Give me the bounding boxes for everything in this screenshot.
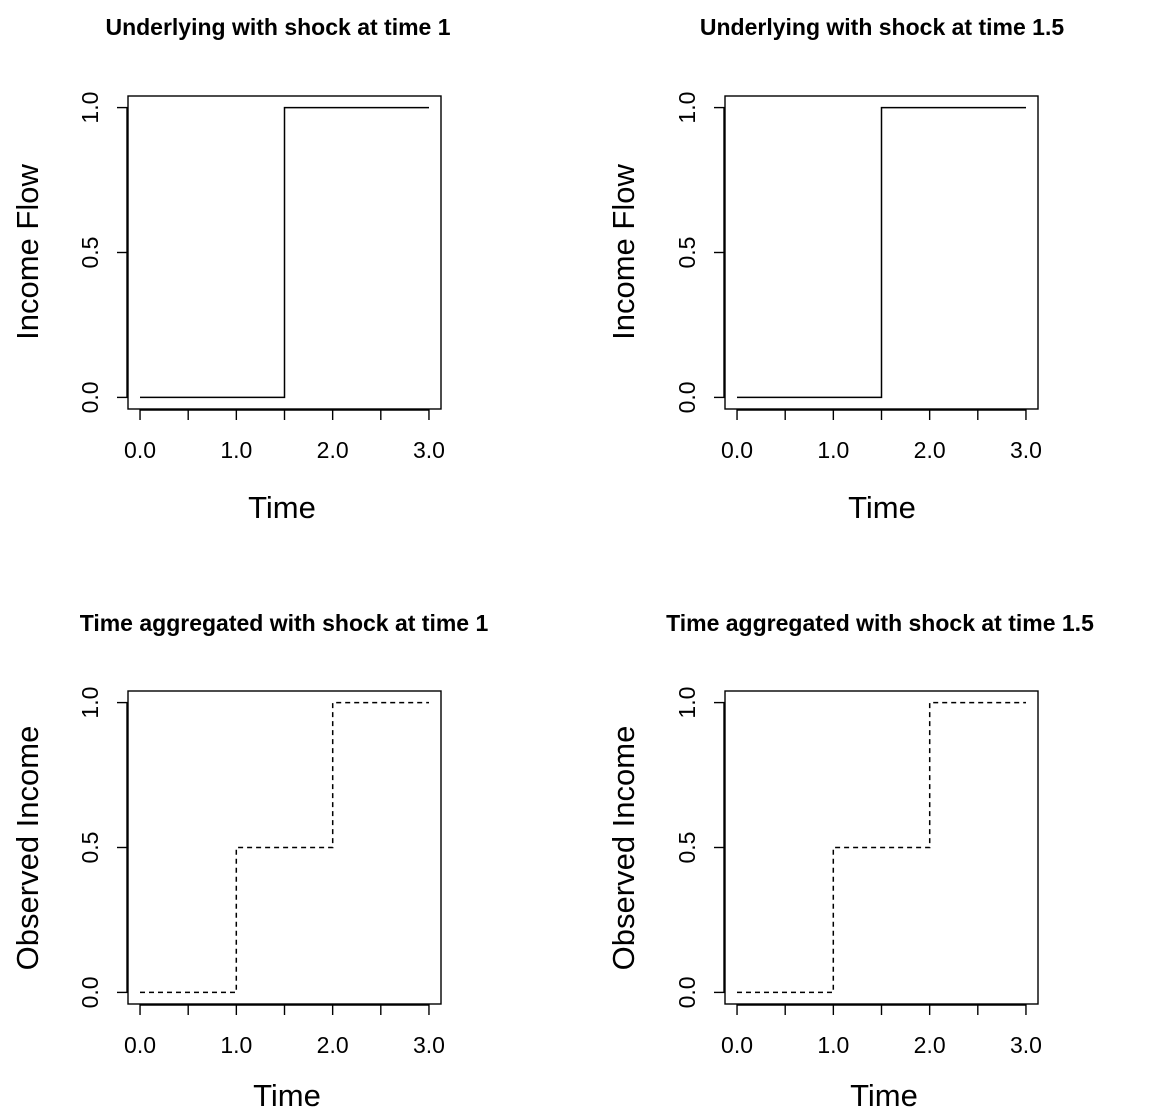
x-tick-label: 2.0 — [914, 437, 946, 463]
y-axis-label: Observed Income — [10, 726, 45, 971]
y-tick-label: 0.5 — [674, 832, 700, 864]
y-tick-label: 0.0 — [674, 381, 700, 413]
y-tick-label: 0.0 — [77, 381, 103, 413]
series-line — [737, 106, 1026, 399]
x-axis-label: Time — [848, 490, 916, 525]
y-tick-label: 1.0 — [77, 687, 103, 719]
chart-panel-1: Underlying with shock at time 1 0.0 1.0 2.0… — [10, 14, 451, 525]
y-tick-label: 0.5 — [77, 832, 103, 864]
y-tick-label: 0.0 — [77, 976, 103, 1008]
chart-title: Time aggregated with shock at time 1 — [80, 610, 489, 636]
y-tick-label: 1.0 — [77, 92, 103, 124]
x-tick-label: 1.0 — [817, 1032, 849, 1058]
x-tick-label: 1.0 — [220, 1032, 252, 1058]
series-line — [140, 701, 429, 994]
x-tick-label: 3.0 — [413, 1032, 445, 1058]
y-tick-label: 0.5 — [77, 237, 103, 269]
x-tick-label: 0.0 — [124, 1032, 156, 1058]
x-tick-label: 2.0 — [317, 1032, 349, 1058]
y-axis-label: Income Flow — [10, 164, 45, 340]
x-tick-label: 3.0 — [1010, 1032, 1042, 1058]
chart-panel-2: Underlying with shock at time 1.5 0.0 1.0 2… — [606, 14, 1064, 525]
y-tick-label: 0.0 — [674, 976, 700, 1008]
x-tick-label: 0.0 — [721, 437, 753, 463]
y-axis-label: Income Flow — [606, 164, 641, 340]
y-tick-label: 1.0 — [674, 92, 700, 124]
x-tick-label: 0.0 — [721, 1032, 753, 1058]
x-tick-label: 3.0 — [1010, 437, 1042, 463]
x-tick-label: 2.0 — [914, 1032, 946, 1058]
x-axis-label: Time — [850, 1078, 918, 1113]
chart-panel-4: Time aggregated with shock at time 1.5 0.… — [606, 610, 1094, 1113]
x-axis-label: Time — [248, 490, 316, 525]
y-tick-label: 0.5 — [674, 237, 700, 269]
y-tick-label: 1.0 — [674, 687, 700, 719]
x-tick-label: 1.0 — [817, 437, 849, 463]
series-line — [140, 106, 429, 399]
x-tick-label: 2.0 — [317, 437, 349, 463]
x-tick-label: 3.0 — [413, 437, 445, 463]
x-tick-label: 0.0 — [124, 437, 156, 463]
chart-panel-3: Time aggregated with shock at time 1 0.0 1… — [10, 610, 488, 1113]
y-axis-label: Observed Income — [606, 726, 641, 971]
series-line — [737, 701, 1026, 994]
x-axis-label: Time — [253, 1078, 321, 1113]
chart-title: Underlying with shock at time 1 — [105, 14, 450, 40]
x-tick-label: 1.0 — [220, 437, 252, 463]
chart-title: Underlying with shock at time 1.5 — [700, 14, 1064, 40]
chart-title: Time aggregated with shock at time 1.5 — [666, 610, 1094, 636]
